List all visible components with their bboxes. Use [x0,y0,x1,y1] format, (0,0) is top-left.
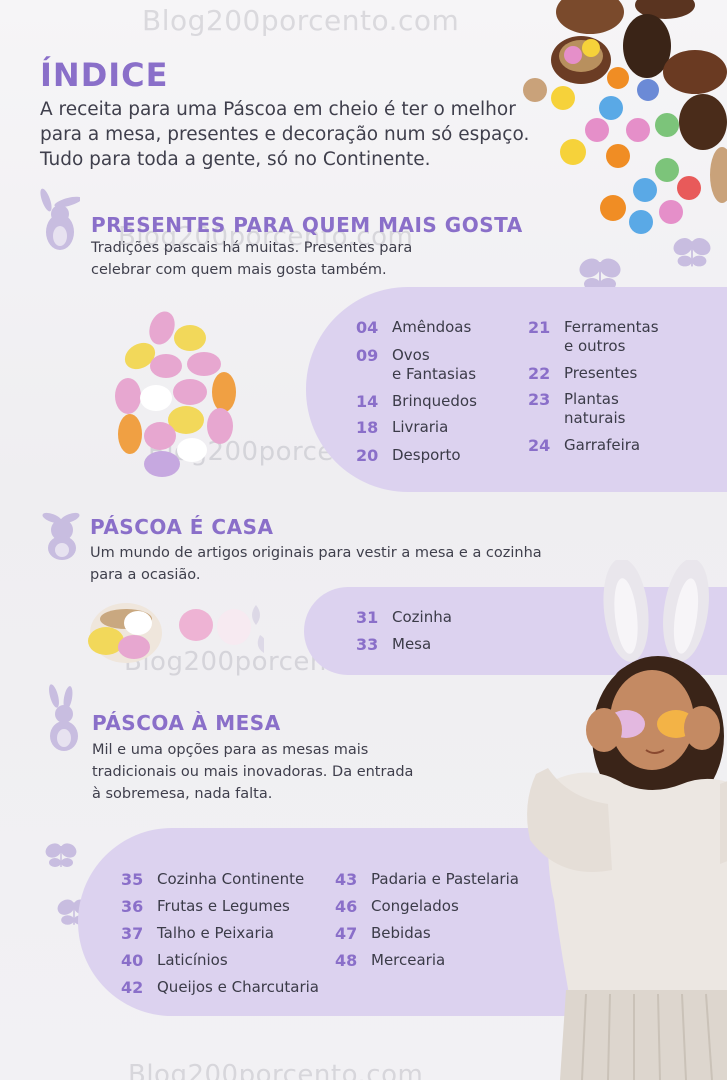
candy-eggs-decoration [523,0,727,234]
watermark: Blog200porcento.com [142,4,460,37]
category-label: Plantas [564,390,619,408]
intro-line: Tudo para toda a gente, só no Continente… [40,149,431,170]
bunny-icon [40,188,80,250]
page-number: 23 [528,390,551,409]
section-description-line: celebrar com quem mais gosta também. [91,262,387,278]
category-label: Frutas e Legumes [157,897,290,915]
section-description-line: Mil e uma opções para as mesas mais [92,742,369,758]
section-index-panel [306,287,727,492]
page-number: 47 [335,924,358,943]
category-label: Queijos e Charcutaria [157,978,319,996]
section-description: Mil e uma opções para as mesas mais trad… [92,739,413,805]
category-label: Mesa [392,635,432,653]
page-number: 04 [356,318,379,337]
page-number: 37 [121,924,144,943]
watermark: Blog200porcento.com [128,1060,424,1080]
category-label: Cozinha Continente [157,870,305,888]
category-label: Livraria [392,418,449,436]
girl-with-bunny-ears-image [527,560,727,1080]
page-number: 46 [335,897,358,916]
section-title: PÁSCOA É CASA [90,515,274,539]
category-label: Cozinha [392,608,452,626]
page-number: 33 [356,635,379,654]
section-title: PÁSCOA À MESA [92,711,281,735]
butterfly-icon [45,843,77,867]
page-number: 35 [121,870,144,889]
page-number: 31 [356,608,379,627]
category-label: Bebidas [371,924,431,942]
page-number: 36 [121,897,144,916]
intro-text: A receita para uma Páscoa em cheio é ter… [40,97,560,172]
category-label: Garrafeira [564,436,641,454]
page-number: 18 [356,418,379,437]
intro-line: A receita para uma Páscoa em cheio é ter… [40,99,516,120]
page-number: 42 [121,978,144,997]
intro-line: para a mesa, presentes e decoração num s… [40,124,530,145]
section-title: PRESENTES PARA QUEM MAIS GOSTA [91,213,523,237]
page-number: 09 [356,346,379,365]
page-number: 40 [121,951,144,970]
page-number: 48 [335,951,358,970]
category-label: Presentes [564,364,638,382]
sugared-almonds-image [115,311,236,477]
page-number: 43 [335,870,358,889]
watermark: Blog200porcento.com [118,222,414,252]
section-description-line: tradicionais ou mais inovadoras. Da entr… [92,764,414,780]
section-description: Tradições pascais há muitas. Presentes p… [91,237,412,281]
section-index-panel [78,828,638,1016]
category-label: Mercearia [371,951,446,969]
category-label: Desporto [392,446,461,464]
category-label: Padaria e Pastelaria [371,870,519,888]
category-label: Amêndoas [392,318,472,336]
category-label: Ferramentas [564,318,659,336]
category-label: Ovos [392,346,430,364]
section-description-line: Um mundo de artigos originais para vesti… [90,545,542,561]
category-label: e outros [564,337,626,355]
section-description-line: para a ocasião. [90,567,201,583]
page-number: 21 [528,318,551,337]
category-label: e Fantasias [392,365,477,383]
page-number: 24 [528,436,551,455]
category-label: naturais [564,409,626,427]
bunny-icon [49,684,78,751]
page-title: ÍNDICE [40,56,169,94]
page-number: 14 [356,392,379,411]
page-number: 22 [528,364,551,383]
butterfly-icon [673,238,711,267]
category-label: Brinquedos [392,392,477,410]
category-label: Congelados [371,897,459,915]
section-description: Um mundo de artigos originais para vesti… [90,542,542,586]
category-label: Talho e Peixaria [157,924,274,942]
bunny-icon [42,512,80,560]
category-label: Laticínios [157,951,228,969]
page-number: 20 [356,446,379,465]
egg-decoration-image [88,603,264,663]
section-description-line: à sobremesa, nada falta. [92,786,273,802]
section-description-line: Tradições pascais há muitas. Presentes p… [91,240,413,256]
